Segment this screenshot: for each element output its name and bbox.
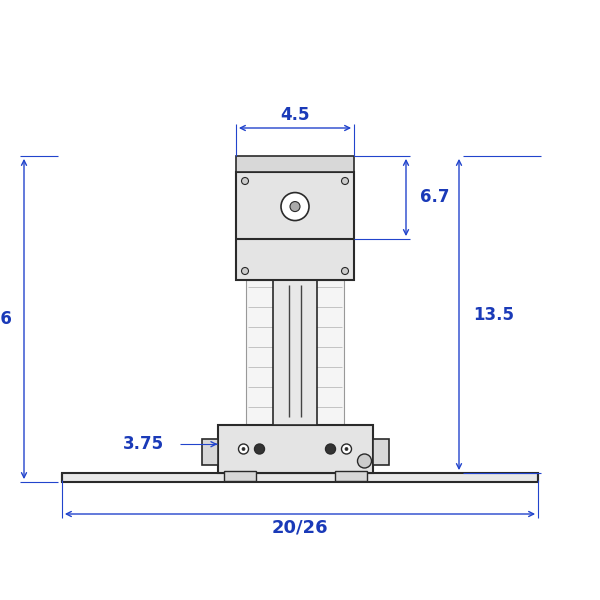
Text: 16.6: 16.6 <box>0 310 12 328</box>
Bar <box>62 473 538 482</box>
Bar <box>236 156 354 172</box>
Bar <box>273 280 317 425</box>
Circle shape <box>241 178 248 185</box>
Circle shape <box>290 202 300 212</box>
Text: 13.5: 13.5 <box>473 305 514 323</box>
Circle shape <box>325 444 335 454</box>
Text: 4.5: 4.5 <box>280 106 310 124</box>
Circle shape <box>239 444 248 454</box>
Circle shape <box>288 331 302 345</box>
Bar <box>202 439 218 465</box>
Circle shape <box>241 268 248 275</box>
Circle shape <box>242 448 245 451</box>
Circle shape <box>254 444 265 454</box>
Bar <box>236 172 354 280</box>
Text: 6.7: 6.7 <box>420 188 449 206</box>
Circle shape <box>341 268 349 275</box>
Bar <box>218 425 373 473</box>
Text: 3.75: 3.75 <box>122 435 163 453</box>
Circle shape <box>345 448 348 451</box>
Circle shape <box>358 454 371 468</box>
Circle shape <box>341 444 352 454</box>
Circle shape <box>281 193 309 221</box>
Bar <box>335 471 367 481</box>
Bar <box>373 439 389 465</box>
Bar <box>223 471 256 481</box>
Circle shape <box>341 178 349 185</box>
Bar <box>246 280 344 425</box>
Text: 20/26: 20/26 <box>272 519 328 537</box>
